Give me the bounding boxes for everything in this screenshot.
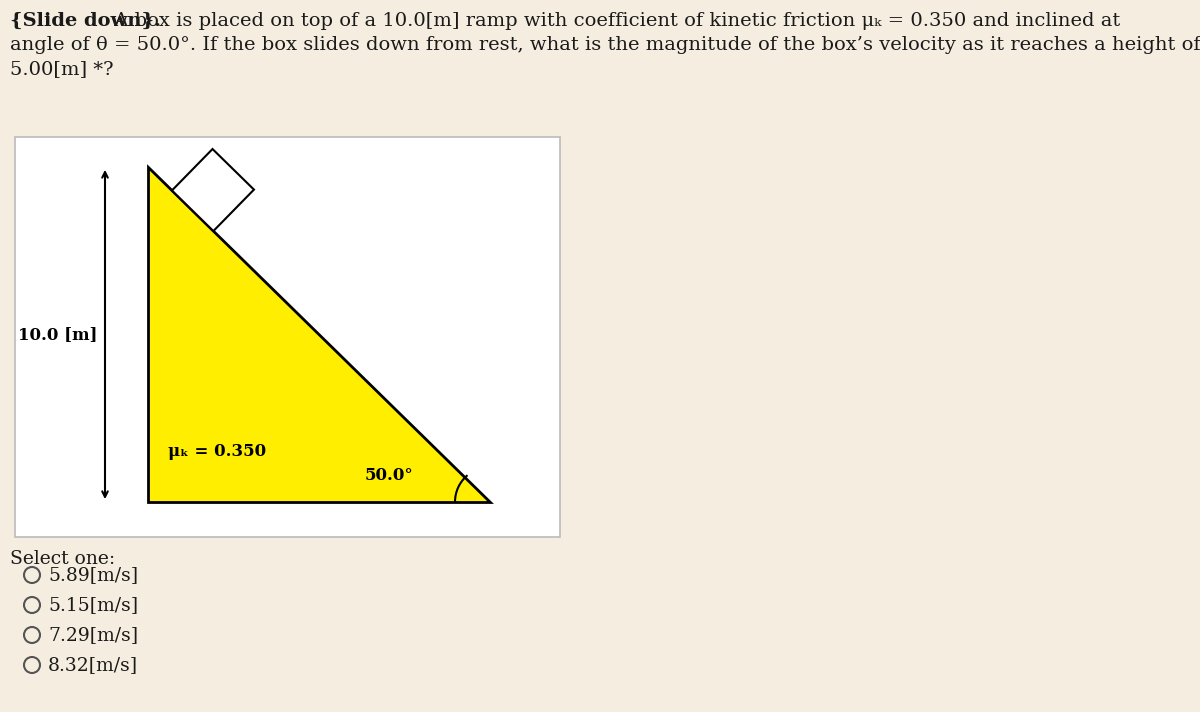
Text: 10.0 [m]: 10.0 [m] bbox=[18, 326, 97, 343]
Text: A box is placed on top of a 10.0[m] ramp with coefficient of kinetic friction μₖ: A box is placed on top of a 10.0[m] ramp… bbox=[108, 12, 1121, 30]
Text: μₖ = 0.350: μₖ = 0.350 bbox=[168, 443, 266, 460]
Text: 5.15[m/s]: 5.15[m/s] bbox=[48, 596, 138, 614]
Text: 50.0°: 50.0° bbox=[365, 467, 414, 484]
Text: 7.29[m/s]: 7.29[m/s] bbox=[48, 626, 138, 644]
Text: 8.32[m/s]: 8.32[m/s] bbox=[48, 656, 138, 674]
Bar bbox=[14, 137, 560, 537]
Polygon shape bbox=[172, 149, 254, 231]
Text: 5.89[m/s]: 5.89[m/s] bbox=[48, 566, 138, 584]
Text: 5.00[m] *?: 5.00[m] *? bbox=[10, 60, 114, 78]
Polygon shape bbox=[148, 167, 490, 502]
Text: angle of θ = 50.0°. If the box slides down from rest, what is the magnitude of t: angle of θ = 50.0°. If the box slides do… bbox=[10, 36, 1200, 54]
Text: {Slide down}.: {Slide down}. bbox=[10, 12, 161, 30]
Text: Select one:: Select one: bbox=[10, 550, 115, 568]
